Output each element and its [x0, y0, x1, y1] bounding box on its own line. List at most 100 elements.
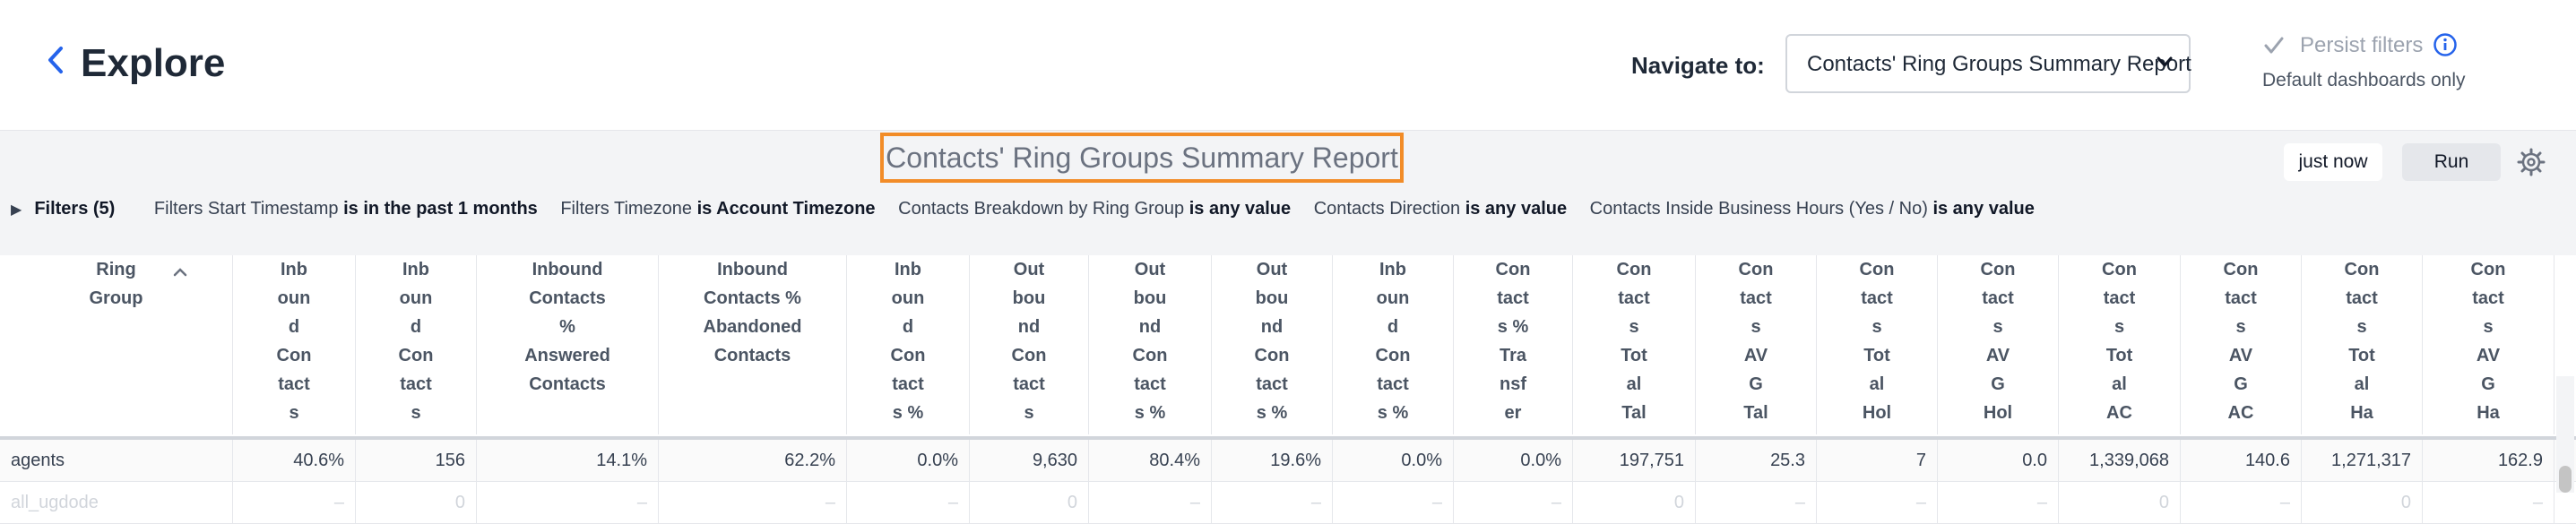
column-header-line: s %	[1497, 317, 1529, 337]
column-header[interactable]: Con tact s Tot al Ha	[2302, 255, 2423, 434]
filter-item[interactable]: Contacts Inside Business Hours (Yes / No…	[1589, 199, 2035, 219]
column-header-line: al	[2354, 374, 2370, 394]
column-header-line: Con	[2470, 260, 2506, 279]
filter-item[interactable]: Filters Start Timestamp is in the past 1…	[153, 199, 538, 219]
filter-item[interactable]: Filters Timezone is Account Timezone	[560, 199, 876, 219]
run-button[interactable]: Run	[2402, 143, 2501, 181]
column-header-line: s %	[1377, 403, 1409, 423]
column-header-line: Con	[1254, 346, 1290, 365]
column-header-line: tact	[2472, 288, 2504, 308]
column-header[interactable]: Out bou nd Con tact s %	[1212, 255, 1333, 434]
report-title: Contacts' Ring Groups Summary Report	[880, 133, 1404, 183]
table-cell: 40.6%	[233, 440, 356, 481]
column-header-line: d	[288, 317, 300, 337]
column-header-line: Con	[1980, 260, 2016, 279]
column-header-line: Contacts %	[704, 288, 801, 308]
caret-right-icon: ▶	[11, 202, 22, 218]
chevron-down-icon	[2157, 56, 2173, 67]
filter-item[interactable]: Contacts Direction is any value	[1313, 199, 1568, 219]
back-button[interactable]	[43, 38, 70, 82]
column-header-line: Con	[1495, 260, 1531, 279]
column-header-line: Con	[1011, 346, 1047, 365]
filter-item[interactable]: Contacts Breakdown by Ring Group is any …	[898, 199, 1292, 219]
column-header-line: s	[2483, 317, 2494, 337]
info-icon[interactable]	[2433, 32, 2458, 57]
column-header[interactable]: Con tact s AV G AC	[2181, 255, 2302, 434]
column-header-line: tact	[1256, 374, 1288, 394]
column-header-line: bou	[1255, 288, 1289, 308]
column-header-line: s	[1629, 317, 1639, 337]
filters-toggle[interactable]: ▶ Filters (5)	[11, 195, 115, 224]
table-cell: 0.0%	[1333, 440, 1454, 481]
table-cell: 7	[1817, 440, 1938, 481]
table-row[interactable]: all_ugdode –0– – –0– – – –0– – –0–0–	[0, 482, 2576, 524]
scrollbar-thumb[interactable]	[2559, 466, 2572, 493]
persist-filters-checkbox[interactable]	[2262, 34, 2286, 57]
navigate-select-value: Contacts' Ring Groups Summary Report	[1807, 52, 2191, 76]
table-cell: 162.9	[2423, 440, 2554, 481]
table-cell: 0	[970, 482, 1089, 523]
column-header-line: tact	[2225, 288, 2257, 308]
page-title: Explore	[81, 41, 226, 85]
column-header-line: Con	[1132, 346, 1168, 365]
table-cell: 0	[1573, 482, 1696, 523]
column-header-line: AC	[2106, 403, 2132, 423]
column-header[interactable]: Inb oun d Con tact s %	[1333, 255, 1454, 434]
column-header[interactable]: Out bou nd Con tact s	[970, 255, 1089, 434]
table-cell: –	[1817, 482, 1938, 523]
column-header-line: nsf	[1500, 374, 1526, 394]
column-header[interactable]: Con tact s AV G Tal	[1696, 255, 1817, 434]
table-cell: 9,630	[970, 440, 1089, 481]
column-header[interactable]: Con tact s Tot al Tal	[1573, 255, 1696, 434]
table-cell: –	[1212, 482, 1333, 523]
column-header-line: bou	[1133, 288, 1167, 308]
column-header[interactable]: Con tact s AV G Ha	[2423, 255, 2554, 434]
table-cell: 0.0%	[1454, 440, 1573, 481]
gear-icon[interactable]	[2515, 146, 2547, 178]
table-cell: 0.0	[1938, 440, 2059, 481]
table-cell: 0.0%	[847, 440, 970, 481]
column-header[interactable]: Con tact s AV G Hol	[1938, 255, 2059, 434]
column-header-line: Con	[1859, 260, 1895, 279]
column-header-line: Tot	[1863, 346, 1890, 365]
column-header-line: bou	[1012, 288, 1046, 308]
column-header[interactable]: Inb oun d Con tact s	[233, 255, 356, 434]
column-header-line: s	[1993, 317, 2003, 337]
column-header-line: d	[902, 317, 914, 337]
table-cell: 14.1%	[477, 440, 659, 481]
column-header-line: al	[1626, 374, 1642, 394]
column-header[interactable]: Con tact s % Tra nsf er	[1454, 255, 1573, 434]
column-header[interactable]: Out bou nd Con tact s %	[1089, 255, 1212, 434]
column-header-line: G	[2234, 374, 2248, 394]
table-cell: –	[1089, 482, 1212, 523]
column-header-line: s	[289, 403, 299, 423]
column-header-line: Ha	[2350, 403, 2373, 423]
column-header-line: d	[1387, 317, 1399, 337]
table-cell: 140.6	[2181, 440, 2302, 481]
column-header[interactable]: Con tact s Tot al AC	[2059, 255, 2181, 434]
column-header-line: AV	[2228, 346, 2253, 365]
column-header[interactable]: Con tact s Tot al Hol	[1817, 255, 1938, 434]
table-cell: –	[2181, 482, 2302, 523]
column-header-line: Con	[890, 346, 926, 365]
column-header[interactable]: Ring Group	[0, 255, 233, 434]
navigate-select[interactable]: Contacts' Ring Groups Summary Report	[1785, 34, 2191, 93]
column-header[interactable]: Inb oun d Con tact s %	[847, 255, 970, 434]
column-header[interactable]: Inb oun d Con tact s	[356, 255, 477, 434]
table-cell: 62.2%	[659, 440, 847, 481]
sort-ascending-icon[interactable]	[172, 266, 188, 279]
column-header-line: Con	[2344, 260, 2380, 279]
column-header-line: Con	[2223, 260, 2259, 279]
column-header[interactable]: Inbound Contacts% Answered Contacts	[477, 255, 659, 434]
vertical-scrollbar[interactable]	[2556, 376, 2574, 493]
column-header[interactable]: Inbound Contacts % Abandoned Contacts	[659, 255, 847, 434]
persist-filters: Persist filters Default dashboards only	[2262, 32, 2567, 95]
table-row[interactable]: agents 40.6% 156 14.1% 62.2% 0.0% 9,630 80.4% 19…	[0, 440, 2576, 482]
column-header-line: nd	[1260, 317, 1284, 337]
persist-filters-sublabel: Default dashboards only	[2262, 70, 2466, 90]
chevron-left-icon	[48, 47, 63, 73]
table-cell: 80.4%	[1089, 440, 1212, 481]
column-header-line: Inb	[1379, 260, 1406, 279]
table-cell: 0	[356, 482, 477, 523]
column-header-line: oun	[1376, 288, 1410, 308]
